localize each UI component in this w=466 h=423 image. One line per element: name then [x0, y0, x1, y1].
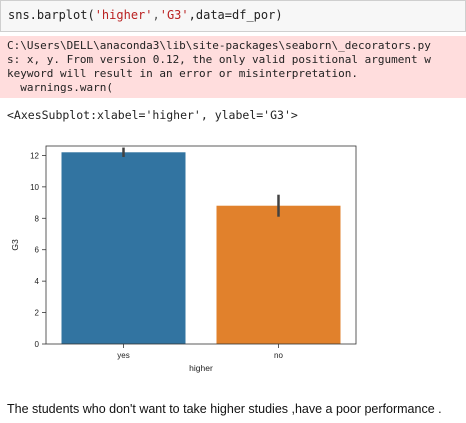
x-tick-label: yes	[117, 351, 129, 360]
y-tick-label: 2	[35, 309, 40, 318]
bar-yes	[61, 152, 186, 344]
y-axis-label: G3	[10, 239, 20, 251]
markdown-caption: The students who don't want to take high…	[7, 402, 442, 416]
x-axis-label: higher	[189, 363, 213, 373]
stderr-line: C:\Users\DELL\anaconda3\lib\site-package…	[7, 39, 431, 52]
y-tick-label: 10	[30, 183, 39, 192]
bar-chart: 0 2 4 6 8 10 12 yes no higher G3	[10, 145, 357, 373]
code-cell[interactable]: sns.barplot('higher','G3',data=df_por)	[0, 0, 466, 32]
y-tick-label: 8	[35, 214, 40, 223]
code-arg-g3: 'G3'	[159, 8, 189, 22]
y-tick-label: 4	[35, 277, 40, 286]
code-arg-data: ,data=df_por)	[188, 8, 283, 22]
y-tick-label: 0	[35, 340, 40, 349]
axes-frame	[45, 145, 357, 345]
y-tick-label: 6	[35, 246, 40, 255]
x-tick-label: no	[274, 351, 283, 360]
stderr-line: keyword will result in an error or misin…	[7, 67, 358, 80]
code-line: sns.barplot('higher','G3',data=df_por)	[8, 8, 283, 22]
stderr-line: s: x, y. From version 0.12, the only val…	[7, 53, 431, 66]
stderr-output: C:\Users\DELL\anaconda3\lib\site-package…	[0, 36, 466, 98]
code-arg-higher: 'higher'	[94, 8, 153, 22]
stderr-line: warnings.warn(	[7, 81, 113, 94]
code-function: sns.barplot(	[8, 8, 95, 22]
code-comma: ,	[152, 8, 160, 22]
bar-no	[216, 205, 341, 344]
y-tick-label: 12	[30, 151, 39, 160]
execution-result: <AxesSubplot:xlabel='higher', ylabel='G3…	[7, 108, 298, 122]
